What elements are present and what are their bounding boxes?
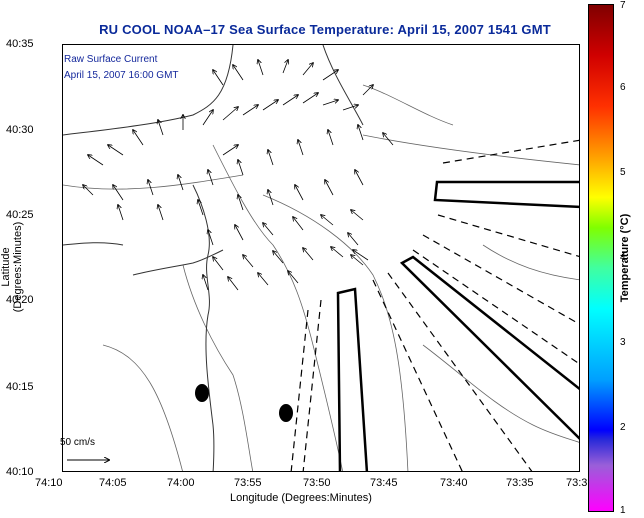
x-tick-label: 74:10	[35, 477, 63, 489]
colorbar-tick: 2	[620, 422, 626, 433]
current-date-label: April 15, 2007 16:00 GMT	[64, 70, 179, 81]
scale-label: 50 cm/s	[60, 437, 96, 448]
buoy-marker	[195, 384, 209, 402]
shipping-lane-markers	[336, 180, 579, 471]
map-plot	[62, 44, 580, 472]
map-svg	[63, 45, 579, 471]
x-tick-label: 73:55	[234, 477, 262, 489]
colorbar-tick: 7	[620, 0, 626, 11]
y-tick-label: 40:15	[6, 381, 34, 393]
colorbar-tick: 4	[620, 252, 626, 263]
x-tick-label: 74:05	[99, 477, 127, 489]
x-tick-label: 73:40	[440, 477, 468, 489]
dashed-range-lines	[290, 139, 579, 471]
colorbar-tick: 5	[620, 167, 626, 178]
x-tick-label: 73:3	[566, 477, 588, 489]
x-tick-label: 73:35	[506, 477, 534, 489]
current-label: Raw Surface Current	[64, 54, 158, 65]
colorbar-tick: 3	[620, 337, 626, 348]
x-tick-label: 74:00	[167, 477, 195, 489]
x-tick-label: 73:50	[303, 477, 331, 489]
colorbar-tick: 1	[620, 505, 626, 516]
y-tick-label: 40:30	[6, 124, 34, 136]
bathymetry-contours	[63, 84, 579, 471]
map-title: RU COOL NOAA–17 Sea Surface Temperature:…	[99, 22, 551, 37]
current-vectors	[83, 60, 394, 291]
x-tick-label: 73:45	[370, 477, 398, 489]
y-tick-label: 40:20	[6, 294, 34, 306]
temperature-colorbar	[588, 4, 614, 512]
coastline	[63, 45, 364, 471]
colorbar-tick: 6	[620, 82, 626, 93]
y-tick-label: 40:10	[6, 466, 34, 478]
colorbar-title: Temperature (°C)	[619, 213, 631, 303]
y-axis-title: Latitude (Degrees:Minutes)	[0, 221, 24, 313]
buoy-marker	[279, 404, 293, 422]
y-tick-label: 40:35	[6, 38, 34, 50]
x-axis-title: Longitude (Degrees:Minutes)	[230, 492, 372, 504]
y-tick-label: 40:25	[6, 209, 34, 221]
